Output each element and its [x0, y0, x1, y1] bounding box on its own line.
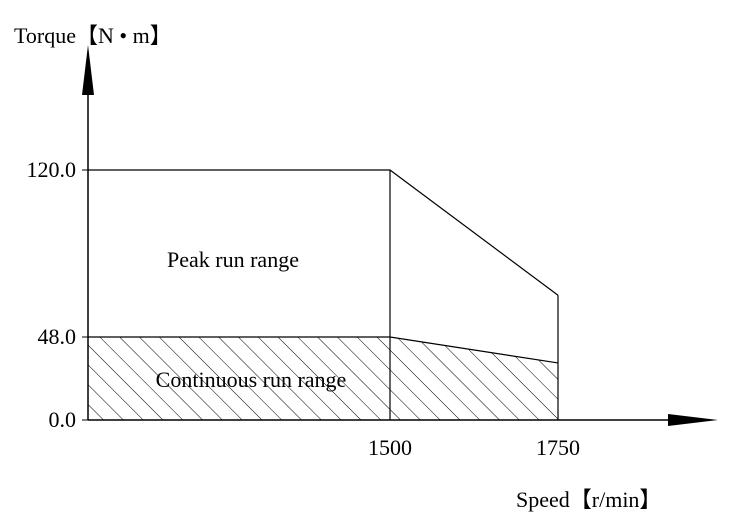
- hatched-area: [88, 337, 558, 420]
- y-axis-label: Torque【N • m】: [14, 23, 172, 48]
- region-label: Continuous run range: [156, 367, 347, 392]
- x-axis-label: Speed【r/min】: [516, 487, 661, 512]
- y-tick-label: 48.0: [38, 324, 77, 349]
- y-tick-label: 120.0: [27, 157, 77, 182]
- x-tick-label: 1500: [368, 435, 412, 460]
- region-label: Peak run range: [167, 247, 299, 272]
- y-tick-label: 0.0: [49, 407, 77, 432]
- x-axis-arrow: [668, 414, 718, 426]
- x-tick-label: 1750: [536, 435, 580, 460]
- y-axis-arrow: [82, 45, 94, 95]
